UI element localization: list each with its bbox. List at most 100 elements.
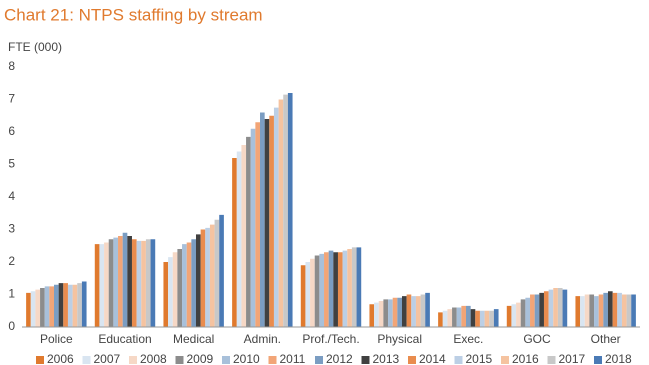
bar	[525, 297, 531, 327]
bar	[539, 292, 544, 327]
bar	[388, 299, 393, 327]
bar	[337, 252, 343, 327]
bar	[621, 294, 627, 327]
bar	[131, 239, 137, 327]
bar	[195, 234, 201, 327]
legend-swatch	[315, 356, 323, 364]
bar	[598, 294, 604, 327]
bar	[342, 250, 348, 327]
bar	[81, 281, 87, 327]
bar	[141, 240, 146, 327]
legend-label: 2010	[233, 352, 260, 365]
bar	[378, 301, 384, 327]
legend-swatch	[36, 356, 44, 364]
bar	[127, 236, 132, 327]
legend-label: 2007	[94, 352, 121, 365]
bar	[631, 294, 636, 327]
bar	[397, 297, 402, 327]
legend-label: 2016	[512, 352, 539, 365]
bar	[255, 122, 261, 327]
bar	[310, 258, 315, 327]
legend-label: 2015	[466, 352, 493, 365]
bar	[246, 136, 251, 327]
bar	[232, 158, 237, 327]
x-tick-label: Education	[98, 332, 151, 346]
bar	[374, 302, 379, 327]
bar	[475, 310, 480, 327]
bar	[54, 284, 59, 327]
bar	[314, 255, 320, 327]
legend-label: 2017	[559, 352, 586, 365]
bar	[94, 244, 100, 327]
legend-swatch	[222, 356, 230, 364]
y-tick-label: 2	[8, 254, 15, 268]
bar	[401, 296, 407, 327]
bar	[150, 239, 156, 327]
bar	[584, 294, 590, 327]
legend-label: 2006	[47, 352, 74, 365]
y-tick-label: 8	[8, 59, 15, 73]
y-tick-label: 0	[8, 319, 15, 333]
y-tick-label: 3	[8, 222, 15, 236]
bar	[548, 289, 554, 327]
bar	[26, 292, 31, 327]
bar	[328, 250, 334, 327]
bar	[283, 94, 288, 327]
x-tick-label: Prof./Tech.	[302, 332, 359, 346]
bar	[456, 307, 462, 327]
bar	[415, 296, 421, 327]
bar	[617, 292, 622, 327]
bar	[172, 252, 178, 327]
bar	[122, 232, 128, 327]
legend-label: 2018	[605, 352, 632, 365]
bar	[241, 145, 247, 327]
bar	[626, 294, 632, 327]
x-tick-label: Exec.	[453, 332, 483, 346]
legend-swatch	[268, 356, 277, 364]
bar	[30, 291, 36, 327]
bar	[108, 239, 114, 327]
legend-label: 2013	[373, 352, 400, 365]
bar	[392, 297, 398, 327]
bar	[589, 294, 595, 327]
bar	[506, 305, 512, 327]
legend-label: 2011	[280, 352, 306, 365]
bar	[466, 305, 471, 327]
bar	[324, 252, 329, 327]
bar	[168, 257, 173, 327]
y-tick-label: 4	[8, 189, 15, 203]
bar	[113, 237, 119, 327]
bar	[356, 247, 362, 327]
bar	[58, 283, 64, 327]
bar	[333, 252, 338, 327]
bar	[209, 224, 215, 327]
bar	[104, 242, 109, 327]
legend-label: 2014	[419, 352, 446, 365]
bar	[447, 309, 453, 327]
legend-swatch	[175, 356, 184, 364]
bar	[607, 291, 613, 327]
bar	[63, 283, 68, 327]
legend-label: 2009	[187, 352, 214, 365]
bar	[118, 236, 123, 327]
y-tick-label: 5	[8, 157, 15, 171]
bar	[493, 309, 499, 327]
bar	[163, 262, 169, 327]
x-tick-label: Other	[591, 332, 621, 346]
bar	[177, 249, 183, 327]
bar	[575, 296, 581, 327]
x-tick-label: Medical	[173, 332, 214, 346]
bar	[319, 253, 325, 327]
legend-swatch	[361, 356, 370, 364]
bar	[300, 265, 306, 327]
bar	[612, 292, 618, 327]
bar	[145, 239, 151, 327]
legend-swatch	[594, 356, 602, 364]
bar	[534, 294, 540, 327]
bar	[562, 289, 568, 327]
bar	[99, 244, 105, 327]
bar	[470, 309, 476, 327]
bar	[205, 227, 210, 327]
bar	[40, 288, 45, 327]
